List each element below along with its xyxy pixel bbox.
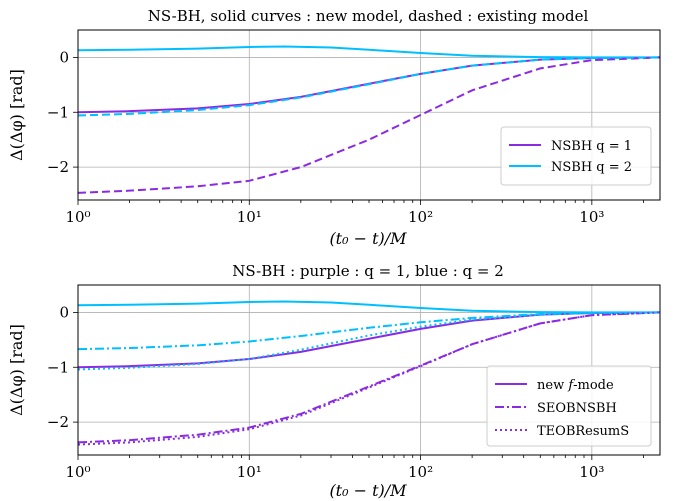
bottom-x-tick-label: 10²: [408, 463, 433, 481]
top-x-axis-label: (t₀ − t)/M: [329, 229, 407, 248]
bottom-chart-title: NS-BH : purple : q = 1, blue : q = 2: [232, 262, 504, 280]
bottom-legend-label: SEOBNSBH: [537, 401, 617, 416]
bottom-y-tick-label: −1: [47, 358, 69, 376]
top-x-tick-label: 10¹: [237, 208, 262, 226]
top-x-tick-label: 10⁰: [65, 208, 90, 226]
bottom-legend-label: TEOBResumS: [537, 424, 629, 439]
bottom-legend: new f-mode SEOBNSBH TEOBResumS: [486, 365, 652, 447]
top-chart-title: NS-BH, solid curves : new model, dashed …: [148, 7, 589, 25]
bottom-series-purple-solid-line: [77, 311, 661, 369]
top-x-tick-label: 10²: [408, 208, 433, 226]
top-legend-label: NSBH q = 2: [551, 160, 632, 175]
top-legend-label: NSBH q = 1: [551, 139, 632, 154]
top-panel: NS-BH, solid curves : new model, dashed …: [7, 7, 661, 248]
top-x-tick-label: 10³: [579, 208, 604, 226]
top-series-blue-solid-line: [77, 45, 660, 59]
top-y-tick-label: −2: [47, 158, 69, 176]
top-legend: NSBH q = 1 NSBH q = 2: [500, 126, 652, 186]
bottom-y-axis-label: Δ(Δφ) [rad]: [7, 324, 26, 416]
bottom-panel: NS-BH : purple : q = 1, blue : q = 2 10⁰…: [7, 262, 661, 500]
top-y-tick-label: −1: [47, 103, 69, 121]
bottom-y-tick-label: −2: [47, 413, 69, 431]
bottom-x-tick-label: 10⁰: [65, 463, 90, 481]
bottom-series-purple-dashdot-line: [77, 311, 661, 444]
bottom-legend-label: new f-mode: [537, 378, 614, 393]
bottom-series-blue-dotted-line: [77, 311, 661, 371]
bottom-x-tick-label: 10³: [579, 463, 604, 481]
bottom-x-axis-label: (t₀ − t)/M: [329, 481, 407, 500]
bottom-series-blue-dashdot-line: [77, 311, 661, 351]
top-series-purple-dashed-line: [77, 56, 661, 194]
bottom-series-blue-solid-line: [77, 300, 660, 314]
top-legend-box: [500, 126, 652, 186]
top-series-blue-dashed-line: [77, 56, 661, 117]
top-y-axis-label: Δ(Δφ) [rad]: [7, 69, 26, 161]
bottom-x-tick-label: 10¹: [237, 463, 262, 481]
bottom-legend-box: [486, 365, 652, 447]
bottom-y-tick-label: 0: [59, 303, 69, 321]
top-y-tick-label: 0: [59, 48, 69, 66]
